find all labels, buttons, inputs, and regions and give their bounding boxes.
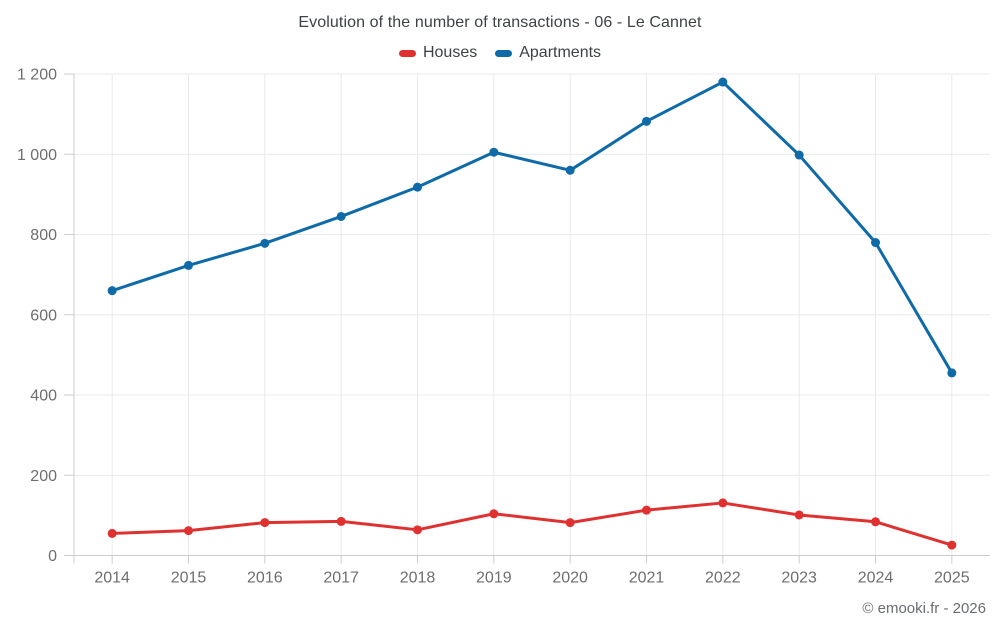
data-point-houses-2020[interactable] <box>565 518 575 528</box>
x-tick-label: 2018 <box>400 570 436 587</box>
data-point-apartments-2016[interactable] <box>260 238 270 248</box>
legend-label-apartments: Apartments <box>519 44 602 61</box>
x-tick-label: 2023 <box>781 570 817 587</box>
data-point-houses-2024[interactable] <box>871 517 880 527</box>
data-point-houses-2021[interactable] <box>642 505 651 515</box>
x-tick-label: 2024 <box>858 570 894 587</box>
data-point-apartments-2021[interactable] <box>642 116 651 126</box>
data-point-apartments-2017[interactable] <box>336 211 346 221</box>
credit-text: © emooki.fr - 2026 <box>862 600 986 617</box>
x-tick-label: 2021 <box>629 570 665 587</box>
data-point-houses-2015[interactable] <box>184 526 193 536</box>
y-tick-label: 1 200 <box>17 67 57 84</box>
data-point-apartments-2023[interactable] <box>794 150 804 160</box>
data-point-apartments-2018[interactable] <box>413 182 422 192</box>
data-point-apartments-2015[interactable] <box>184 260 193 270</box>
x-tick-label: 2019 <box>476 570 512 587</box>
series-line-apartments <box>110 80 954 375</box>
y-tick-label: 0 <box>48 548 57 565</box>
data-point-houses-2019[interactable] <box>489 509 499 519</box>
data-point-apartments-2024[interactable] <box>871 238 880 248</box>
data-point-apartments-2019[interactable] <box>489 147 499 157</box>
data-point-houses-2023[interactable] <box>794 510 804 520</box>
data-point-apartments-2025[interactable] <box>947 368 957 378</box>
legend-label-houses: Houses <box>422 44 478 61</box>
data-point-houses-2022[interactable] <box>718 498 728 508</box>
data-point-houses-2016[interactable] <box>260 518 270 528</box>
legend: Houses Apartments <box>0 44 1000 62</box>
series-line-houses <box>110 501 954 547</box>
chart-title: Evolution of the number of transactions … <box>298 14 702 31</box>
data-point-apartments-2020[interactable] <box>565 165 575 175</box>
data-point-houses-2014[interactable] <box>107 528 117 538</box>
x-tick-label: 2022 <box>705 570 741 587</box>
x-tick-label: 2016 <box>247 570 283 587</box>
y-tick-label: 400 <box>30 388 57 405</box>
legend-marker-houses <box>398 49 416 57</box>
legend-item-apartments[interactable]: Apartments <box>495 44 601 62</box>
data-point-apartments-2022[interactable] <box>718 77 728 87</box>
y-tick-label: 600 <box>30 307 57 324</box>
y-tick-label: 800 <box>30 227 57 244</box>
data-point-apartments-2014[interactable] <box>107 286 117 296</box>
x-tick-label: 2014 <box>94 570 130 587</box>
x-tick-label: 2015 <box>171 570 207 587</box>
legend-item-houses[interactable]: Houses <box>398 44 478 62</box>
data-point-houses-2017[interactable] <box>336 516 346 526</box>
x-tick-label: 2025 <box>934 570 970 587</box>
x-tick-label: 2017 <box>323 570 359 587</box>
y-tick-label: 200 <box>30 468 57 485</box>
legend-marker-apartments <box>495 49 513 57</box>
y-tick-label: 1 000 <box>17 147 57 164</box>
x-tick-label: 2020 <box>552 570 588 587</box>
data-point-houses-2018[interactable] <box>413 525 422 535</box>
data-point-houses-2025[interactable] <box>947 540 957 550</box>
